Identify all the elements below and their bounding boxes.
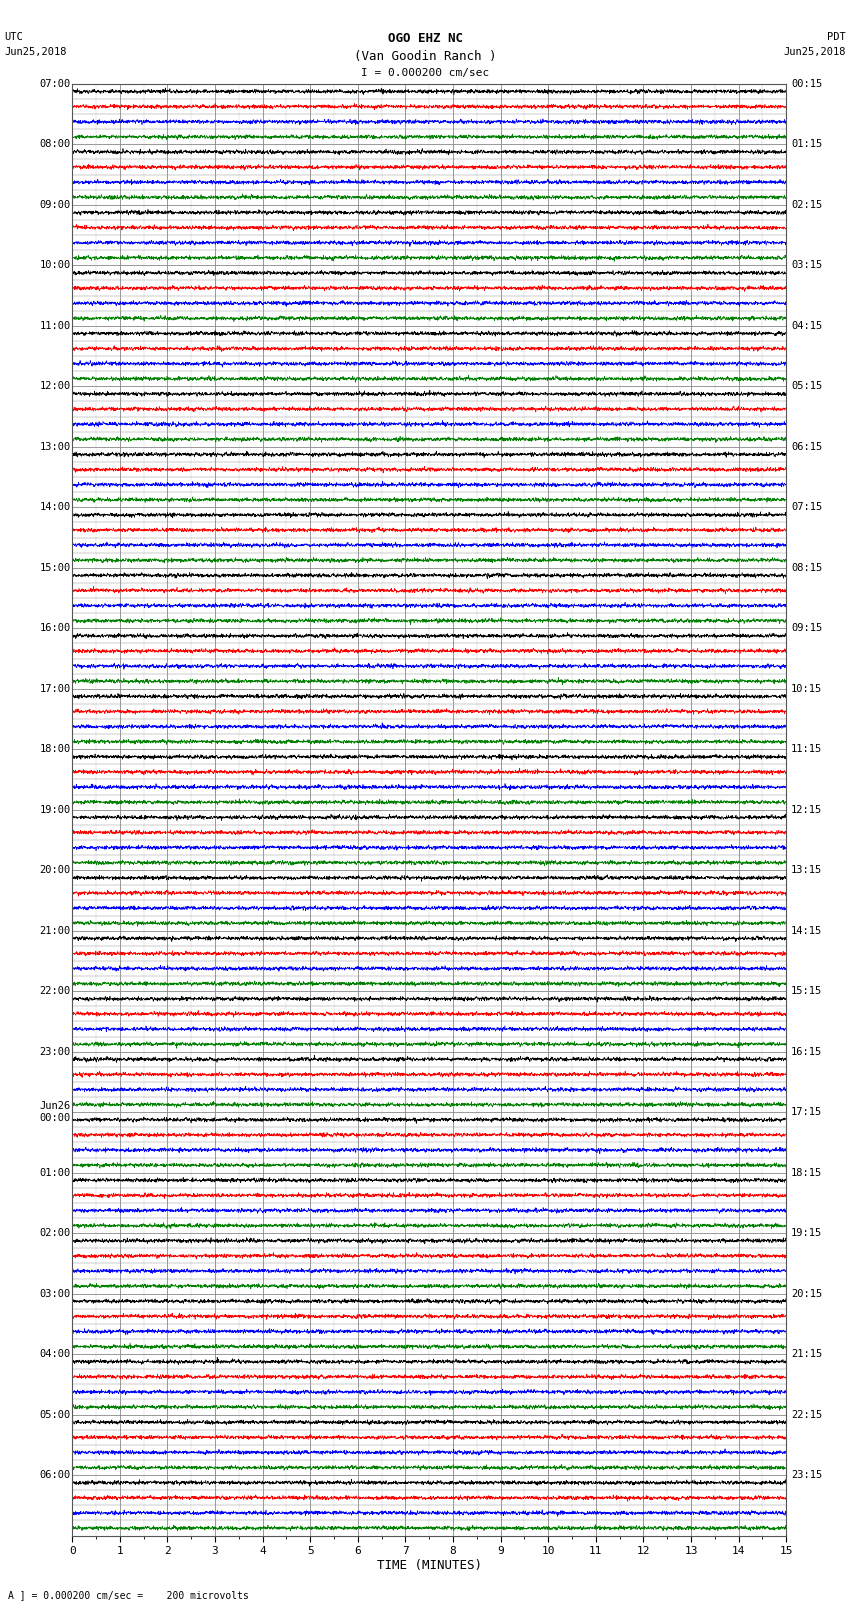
Text: 06:00: 06:00 bbox=[39, 1469, 71, 1481]
Text: 00:15: 00:15 bbox=[791, 79, 822, 89]
Text: 08:00: 08:00 bbox=[39, 139, 71, 150]
Text: A ] = 0.000200 cm/sec =    200 microvolts: A ] = 0.000200 cm/sec = 200 microvolts bbox=[8, 1590, 249, 1600]
Text: 02:00: 02:00 bbox=[39, 1227, 71, 1239]
Text: 08:15: 08:15 bbox=[791, 563, 822, 573]
Text: 16:15: 16:15 bbox=[791, 1047, 822, 1057]
Text: 04:00: 04:00 bbox=[39, 1348, 71, 1360]
Text: 23:15: 23:15 bbox=[791, 1469, 822, 1481]
Text: 21:00: 21:00 bbox=[39, 926, 71, 936]
Text: Jun25,2018: Jun25,2018 bbox=[783, 47, 846, 56]
Text: 11:00: 11:00 bbox=[39, 321, 71, 331]
Text: 12:00: 12:00 bbox=[39, 381, 71, 392]
Text: 10:00: 10:00 bbox=[39, 260, 71, 271]
Text: 16:00: 16:00 bbox=[39, 623, 71, 634]
Text: Jun26
00:00: Jun26 00:00 bbox=[39, 1102, 71, 1123]
Text: 01:15: 01:15 bbox=[791, 139, 822, 150]
Text: 12:15: 12:15 bbox=[791, 805, 822, 815]
Text: 05:15: 05:15 bbox=[791, 381, 822, 392]
Text: 01:00: 01:00 bbox=[39, 1168, 71, 1177]
Text: 05:00: 05:00 bbox=[39, 1410, 71, 1419]
Text: 18:15: 18:15 bbox=[791, 1168, 822, 1177]
Text: 13:00: 13:00 bbox=[39, 442, 71, 452]
Text: 17:15: 17:15 bbox=[791, 1107, 822, 1118]
Text: 14:15: 14:15 bbox=[791, 926, 822, 936]
Text: 13:15: 13:15 bbox=[791, 865, 822, 876]
Text: 17:00: 17:00 bbox=[39, 684, 71, 694]
Text: PDT: PDT bbox=[827, 32, 846, 42]
Text: 22:00: 22:00 bbox=[39, 986, 71, 997]
Text: (Van Goodin Ranch ): (Van Goodin Ranch ) bbox=[354, 50, 496, 63]
Text: 19:15: 19:15 bbox=[791, 1227, 822, 1239]
Text: 21:15: 21:15 bbox=[791, 1348, 822, 1360]
Text: 07:15: 07:15 bbox=[791, 502, 822, 513]
Text: 06:15: 06:15 bbox=[791, 442, 822, 452]
Text: 09:00: 09:00 bbox=[39, 200, 71, 210]
X-axis label: TIME (MINUTES): TIME (MINUTES) bbox=[377, 1558, 482, 1571]
Text: 15:15: 15:15 bbox=[791, 986, 822, 997]
Text: 04:15: 04:15 bbox=[791, 321, 822, 331]
Text: 22:15: 22:15 bbox=[791, 1410, 822, 1419]
Text: 18:00: 18:00 bbox=[39, 744, 71, 755]
Text: OGO EHZ NC: OGO EHZ NC bbox=[388, 32, 462, 45]
Text: 11:15: 11:15 bbox=[791, 744, 822, 755]
Text: 14:00: 14:00 bbox=[39, 502, 71, 513]
Text: Jun25,2018: Jun25,2018 bbox=[4, 47, 67, 56]
Text: 03:00: 03:00 bbox=[39, 1289, 71, 1298]
Text: 20:15: 20:15 bbox=[791, 1289, 822, 1298]
Text: 23:00: 23:00 bbox=[39, 1047, 71, 1057]
Text: 07:00: 07:00 bbox=[39, 79, 71, 89]
Text: I = 0.000200 cm/sec: I = 0.000200 cm/sec bbox=[361, 68, 489, 77]
Text: UTC: UTC bbox=[4, 32, 23, 42]
Text: 02:15: 02:15 bbox=[791, 200, 822, 210]
Text: 10:15: 10:15 bbox=[791, 684, 822, 694]
Text: 09:15: 09:15 bbox=[791, 623, 822, 634]
Text: 15:00: 15:00 bbox=[39, 563, 71, 573]
Text: 20:00: 20:00 bbox=[39, 865, 71, 876]
Text: 03:15: 03:15 bbox=[791, 260, 822, 271]
Text: 19:00: 19:00 bbox=[39, 805, 71, 815]
